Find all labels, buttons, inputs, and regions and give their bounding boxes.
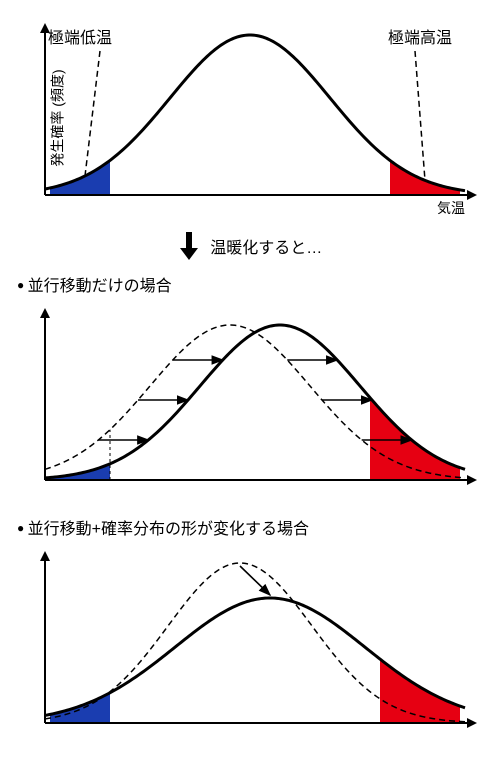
panel3-caption: 並行移動+確率分布の形が変化する場合: [17, 515, 485, 539]
x-axis-label: 気温: [437, 200, 465, 215]
down-arrow-icon: [178, 230, 200, 262]
leader-cold: [85, 51, 100, 176]
hot-tail: [370, 398, 460, 480]
hot-tail: [390, 160, 460, 195]
peak-arrow: [240, 566, 270, 595]
panel-shift-spread: [15, 543, 485, 748]
chart-shift-spread: [15, 543, 485, 743]
chart-baseline: 気温 極端低温 極端高温: [15, 15, 485, 215]
panel-baseline: 発生確率 (頻度) 気温 極端低温 極端高温: [15, 15, 485, 220]
transition-text: 温暖化すると…: [210, 240, 322, 257]
panel2-caption: 並行移動だけの場合: [17, 272, 485, 296]
leader-hot: [415, 51, 425, 180]
hot-label: 極端高温: [388, 29, 452, 47]
transition-indicator: 温暖化すると…: [15, 230, 485, 262]
chart-shift: [15, 300, 485, 500]
y-axis-label: 発生確率 (頻度): [48, 69, 68, 166]
cold-label: 極端低温: [48, 29, 112, 47]
panel-shift: [15, 300, 485, 505]
